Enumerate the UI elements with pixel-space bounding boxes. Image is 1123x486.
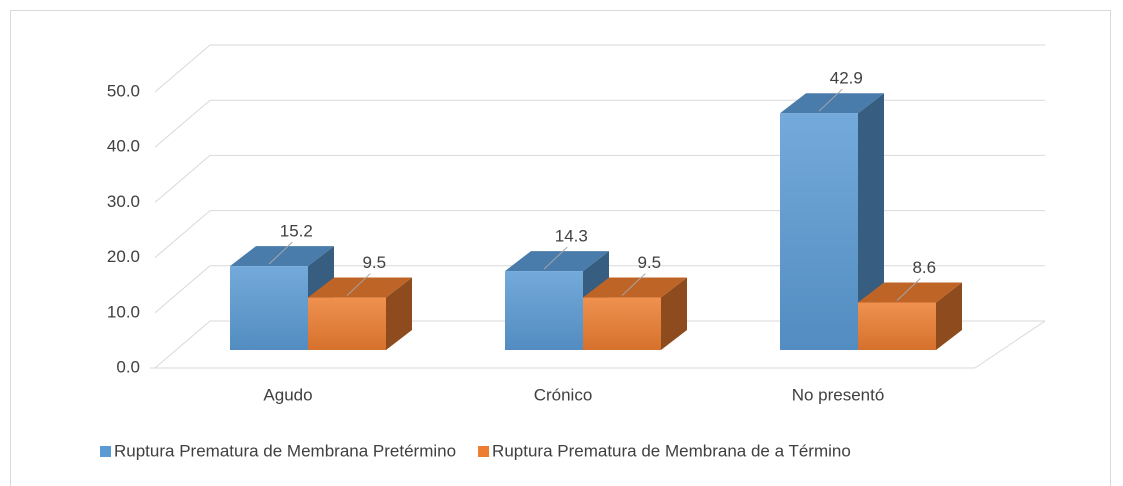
y-tick-label: 10.0 xyxy=(107,302,140,321)
y-tick-label: 40.0 xyxy=(107,137,140,156)
legend-swatch xyxy=(478,446,490,457)
bar xyxy=(308,297,386,350)
bar xyxy=(230,266,308,350)
y-tick-label: 30.0 xyxy=(107,192,140,211)
leader-line xyxy=(896,278,921,301)
bar xyxy=(505,271,583,350)
y-tick-label: 20.0 xyxy=(107,247,140,266)
grid-line-side xyxy=(154,44,211,93)
bar-top xyxy=(780,93,884,114)
floor-right xyxy=(974,320,1046,369)
x-tick-label: Crónico xyxy=(534,385,593,404)
leader-line xyxy=(621,273,646,296)
chart-border xyxy=(10,10,1111,486)
grid-line-side xyxy=(154,265,211,314)
legend-label: Ruptura Prematura de Membrana de a Térmi… xyxy=(492,441,851,460)
bar-side xyxy=(858,93,884,350)
leader-line xyxy=(268,241,293,265)
legend-label: Ruptura Prematura de Membrana Pretérmino xyxy=(114,441,456,460)
bar-top xyxy=(308,277,412,298)
data-label: 14.3 xyxy=(555,227,588,246)
data-label: 8.6 xyxy=(912,258,936,277)
x-tick-label: Agudo xyxy=(263,385,312,404)
legend-swatch xyxy=(100,446,111,457)
grid-line-side xyxy=(154,320,211,369)
bar-top xyxy=(230,246,334,267)
y-tick-label: 50.0 xyxy=(107,81,140,100)
leader-line xyxy=(543,246,568,270)
x-tick-label: No presentó xyxy=(792,385,885,404)
bar-side xyxy=(661,277,687,350)
grid-line-side xyxy=(154,210,211,258)
grid-line-side xyxy=(154,99,211,148)
data-label: 15.2 xyxy=(280,222,313,241)
leader-line xyxy=(818,88,843,112)
bar xyxy=(858,302,936,350)
bar xyxy=(780,113,858,350)
data-label: 9.5 xyxy=(362,253,386,272)
data-label: 9.5 xyxy=(637,253,661,272)
bar-side xyxy=(936,282,962,350)
bar-top xyxy=(858,282,962,303)
bar-top xyxy=(505,251,609,272)
y-tick-label: 0.0 xyxy=(116,357,140,376)
bar xyxy=(583,297,661,350)
bar-side xyxy=(386,277,412,350)
leader-line xyxy=(346,273,371,296)
data-label: 42.9 xyxy=(830,69,863,88)
bar-top xyxy=(583,277,687,298)
grid-line-side xyxy=(154,155,211,203)
